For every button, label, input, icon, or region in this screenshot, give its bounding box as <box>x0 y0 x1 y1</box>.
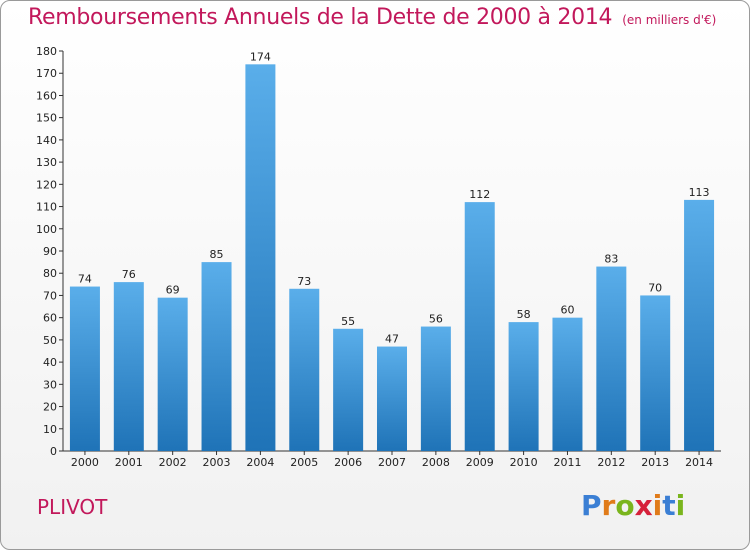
logo-letter: i <box>652 489 663 522</box>
y-tick-label: 40 <box>43 356 57 369</box>
logo-letter: P <box>581 489 602 522</box>
x-tick-label-2006: 2006 <box>334 456 362 469</box>
bar-2006 <box>333 328 364 451</box>
bar-2009 <box>464 202 495 451</box>
bar-2010 <box>508 322 539 451</box>
value-label-2012: 83 <box>604 253 618 266</box>
y-tick-label: 10 <box>43 423 57 436</box>
x-tick-label-2007: 2007 <box>378 456 406 469</box>
value-label-2000: 74 <box>78 273 92 286</box>
x-tick-label-2003: 2003 <box>203 456 231 469</box>
logo-letter: o <box>615 489 635 522</box>
x-tick-label-2005: 2005 <box>290 456 318 469</box>
value-label-2014: 113 <box>689 186 710 199</box>
x-tick-label-2004: 2004 <box>246 456 274 469</box>
y-tick-label: 130 <box>36 156 57 169</box>
x-tick-label-2013: 2013 <box>641 456 669 469</box>
x-tick-label-2011: 2011 <box>553 456 581 469</box>
y-tick-label: 70 <box>43 289 57 302</box>
y-tick-label: 50 <box>43 334 57 347</box>
bar-2008 <box>420 326 451 451</box>
x-tick-label-2010: 2010 <box>510 456 538 469</box>
value-label-2003: 85 <box>210 248 224 261</box>
y-tick-label: 100 <box>36 223 57 236</box>
proxiti-logo: Proxiti <box>581 489 685 522</box>
value-label-2006: 55 <box>341 315 355 328</box>
y-tick-label: 170 <box>36 67 57 80</box>
chart-title-text: Remboursements Annuels de la Dette de 20… <box>28 5 613 30</box>
value-label-2011: 60 <box>560 304 574 317</box>
x-tick-label-2002: 2002 <box>159 456 187 469</box>
axes: 0 10 20 30 40 50 60 70 80 90 100 110 120 130 140 150 160… <box>36 45 721 469</box>
x-tick-label-2000: 2000 <box>71 456 99 469</box>
chart-unit: (en milliers d'€) <box>622 13 717 27</box>
logo-letter: x <box>634 489 653 522</box>
value-label-2013: 70 <box>648 281 662 294</box>
value-label-2008: 56 <box>429 313 443 326</box>
value-label-2001: 76 <box>122 268 136 281</box>
x-tick-label-2014: 2014 <box>685 456 713 469</box>
value-label-2002: 69 <box>166 284 180 297</box>
y-tick-label: 110 <box>36 201 57 214</box>
bar-2003 <box>201 262 232 451</box>
y-tick-label: 180 <box>36 45 57 58</box>
y-tick-label: 20 <box>43 401 57 414</box>
logo-letter: r <box>601 489 616 522</box>
y-tick-label: 60 <box>43 312 57 325</box>
y-tick-label: 80 <box>43 267 57 280</box>
value-label-2005: 73 <box>297 275 311 288</box>
bar-2001 <box>113 282 144 451</box>
value-label-2007: 47 <box>385 333 399 346</box>
bar-2007 <box>377 346 407 451</box>
bar-2002 <box>157 297 188 451</box>
bars: 74 76 69 85 174 73 55 47 56 112 58 60 83 70 113 <box>69 50 715 452</box>
bar-2004 <box>245 64 276 452</box>
y-tick-label: 140 <box>36 134 57 147</box>
y-tick-label: 160 <box>36 89 57 102</box>
x-tick-label-2008: 2008 <box>422 456 450 469</box>
y-tick-label: 120 <box>36 178 57 191</box>
value-label-2010: 58 <box>517 308 531 321</box>
x-tick-label-2009: 2009 <box>466 456 494 469</box>
bar-2011 <box>552 317 583 451</box>
bar-2013 <box>640 295 671 451</box>
x-tick-label-2012: 2012 <box>597 456 625 469</box>
bar-2014 <box>684 199 715 451</box>
y-tick-label: 30 <box>43 378 57 391</box>
chart-title: Remboursements Annuels de la Dette de 20… <box>28 5 716 30</box>
y-tick-label: 90 <box>43 245 57 258</box>
bar-2012 <box>596 266 627 451</box>
logo-letter: i <box>675 489 686 522</box>
y-tick-label: 150 <box>36 112 57 125</box>
value-label-2004: 174 <box>250 50 271 63</box>
x-tick-label-2001: 2001 <box>115 456 143 469</box>
bar-2000 <box>69 286 100 451</box>
logo-letter: t <box>662 489 676 522</box>
bar-2005 <box>289 288 320 451</box>
value-label-2009: 112 <box>469 188 490 201</box>
commune-name: PLIVOT <box>37 495 108 519</box>
y-tick-label: 0 <box>50 445 57 458</box>
